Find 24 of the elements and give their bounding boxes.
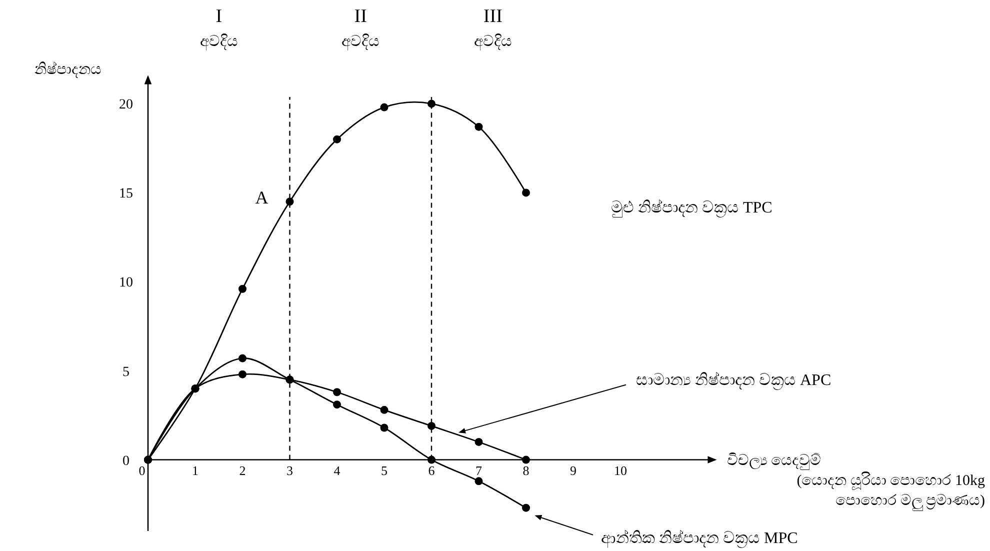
y-axis-title: නිෂ්පාදනය	[34, 60, 102, 78]
x-tick-label: 8	[522, 462, 530, 478]
text: මුළු නිෂ්පාදන වක්‍රය TPC	[611, 198, 772, 218]
text: II අවදිය	[342, 6, 380, 51]
x-axis-title: විචල්‍ය යෙදවුම් (යොදන යූරියා පොහොර 10kg පොහොර මලු ප්‍රමාණය)	[727, 452, 986, 511]
text: සාමාන්‍ය නිෂ්පාදන වක්‍රය APC	[636, 370, 832, 390]
text: I අවදිය	[200, 6, 238, 51]
x-tick-label: 7	[476, 462, 482, 478]
x-tick-label: 1	[192, 462, 198, 478]
y-tick-label: 10	[119, 276, 133, 291]
x-tick-label: 2	[239, 462, 246, 478]
x-tick-label: 10	[614, 462, 627, 478]
x-tick-label: 3	[286, 462, 293, 478]
text: III අවදිය	[474, 6, 512, 51]
annotation: A	[255, 188, 268, 208]
y-tick-label: 15	[119, 186, 133, 202]
x-tick-label: 5	[381, 462, 388, 478]
y-tick-label: 20	[119, 98, 133, 113]
x-tick-label: 9	[570, 462, 576, 478]
y-tick-label: 5	[122, 364, 130, 380]
x-tick-label: 4	[334, 462, 341, 478]
x-tick-label: 0	[138, 462, 146, 478]
text: ආන්තික නිෂ්පාදන වක්‍රය MPC	[601, 528, 798, 548]
x-tick-label: 6	[428, 462, 436, 478]
